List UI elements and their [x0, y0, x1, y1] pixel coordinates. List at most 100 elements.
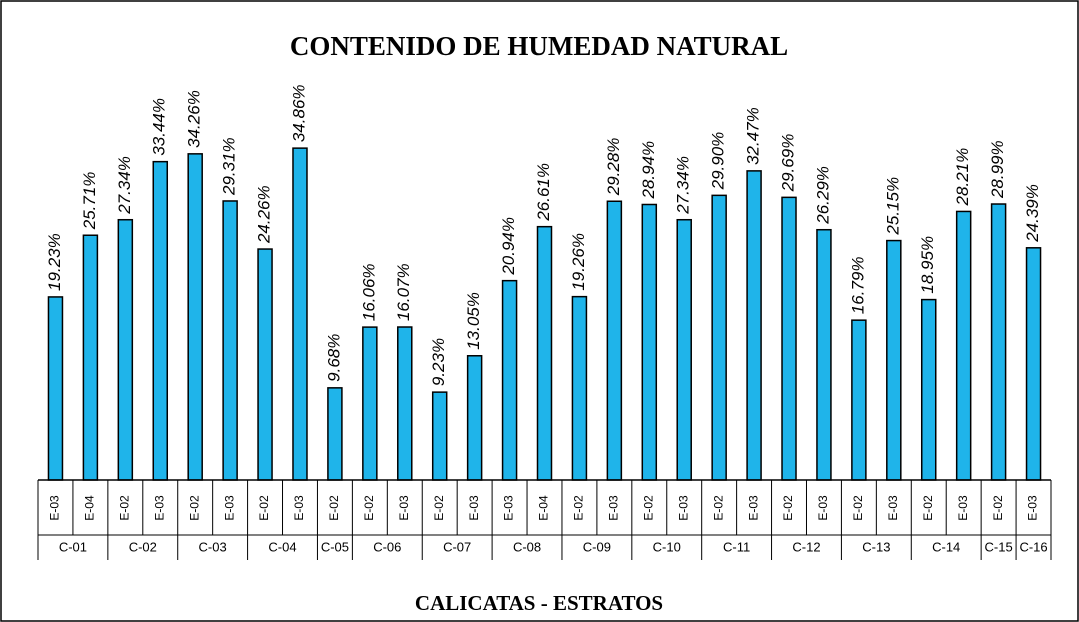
- x-tick-label: E-04: [83, 495, 97, 521]
- x-tick-label: E-03: [397, 495, 411, 521]
- bar: [851, 319, 867, 481]
- x-tick-label: E-03: [607, 495, 621, 521]
- bar: [781, 196, 797, 481]
- value-label: 24.26%: [255, 185, 274, 244]
- x-tick-label: E-02: [711, 495, 725, 521]
- bar: [606, 200, 623, 481]
- value-label: 27.34%: [115, 156, 134, 215]
- value-label: 9.23%: [429, 338, 448, 386]
- value-label: 28.99%: [988, 140, 1007, 199]
- bar: [257, 248, 273, 481]
- group-label: C-16: [1019, 539, 1047, 554]
- x-tick-label: E-03: [467, 495, 481, 521]
- x-tick-label: E-03: [48, 495, 62, 521]
- bar: [571, 295, 588, 481]
- value-label: 26.61%: [534, 163, 553, 222]
- bar: [431, 391, 448, 481]
- x-tick-label: E-02: [187, 495, 201, 521]
- value-label: 34.86%: [289, 84, 308, 142]
- bar: [292, 147, 308, 481]
- value-label: 16.79%: [848, 256, 867, 314]
- bar: [362, 326, 378, 481]
- value-label: 9.68%: [324, 334, 343, 382]
- x-tick-label: E-04: [537, 495, 551, 521]
- value-label: 25.15%: [883, 177, 902, 236]
- bar: [1025, 247, 1042, 481]
- x-tick-label: E-03: [886, 495, 900, 521]
- x-tick-label: E-02: [991, 495, 1005, 521]
- x-axis-title: CALICATAS - ESTRATOS: [415, 591, 663, 615]
- x-tick-label: E-02: [362, 495, 376, 521]
- value-label: 13.05%: [464, 292, 483, 350]
- value-label: 20.94%: [499, 217, 518, 276]
- x-tick-label: E-03: [746, 495, 760, 521]
- group-label: C-07: [443, 539, 471, 554]
- bar: [676, 218, 692, 481]
- x-tick-label: E-03: [676, 495, 690, 521]
- group-label: C-13: [862, 539, 890, 554]
- bar: [746, 170, 762, 481]
- x-tick-label: E-02: [327, 495, 341, 521]
- group-label: C-14: [932, 539, 960, 554]
- value-label: 29.69%: [779, 134, 798, 193]
- bar: [222, 200, 238, 481]
- bar: [641, 203, 658, 481]
- value-label: 24.39%: [1023, 184, 1042, 243]
- group-label: C-08: [513, 539, 541, 554]
- value-label: 29.31%: [220, 137, 239, 196]
- value-label: 19.26%: [569, 233, 588, 291]
- bar: [466, 355, 483, 481]
- value-label: 26.29%: [813, 166, 832, 225]
- bar: [152, 160, 169, 481]
- x-tick-label: E-02: [641, 495, 655, 521]
- group-label: C-04: [268, 539, 296, 554]
- bar: [501, 279, 518, 481]
- group-label: C-02: [129, 539, 157, 554]
- group-label: C-05: [321, 539, 349, 554]
- bar: [886, 239, 902, 481]
- x-tick-label: E-02: [117, 495, 131, 521]
- group-label: C-06: [373, 539, 401, 554]
- chart-title: CONTENIDO DE HUMEDAD NATURAL: [290, 31, 788, 61]
- bar: [920, 298, 937, 481]
- x-tick-label: E-02: [781, 495, 795, 521]
- x-tick-label: E-03: [956, 495, 970, 521]
- value-label: 29.90%: [709, 132, 728, 191]
- group-label: C-12: [792, 539, 820, 554]
- value-label: 27.34%: [674, 156, 693, 215]
- x-tick-label: E-03: [816, 495, 830, 521]
- value-label: 25.71%: [80, 172, 99, 231]
- bar: [536, 225, 553, 481]
- value-label: 18.95%: [918, 236, 937, 294]
- value-label: 19.23%: [45, 233, 64, 291]
- value-label: 32.47%: [744, 107, 763, 165]
- x-tick-label: E-02: [432, 495, 446, 521]
- bar: [955, 210, 972, 481]
- bar: [816, 228, 832, 481]
- x-tick-label: E-03: [152, 495, 166, 521]
- x-tick-label: E-02: [921, 495, 935, 521]
- group-label: C-09: [583, 539, 611, 554]
- value-label: 29.28%: [604, 138, 623, 197]
- x-tick-label: E-02: [851, 495, 865, 521]
- value-label: 34.26%: [185, 90, 204, 148]
- x-tick-label: E-03: [292, 495, 306, 521]
- value-label: 28.94%: [639, 141, 658, 200]
- bar: [82, 234, 99, 481]
- group-label: C-03: [199, 539, 227, 554]
- group-label: C-15: [985, 539, 1013, 554]
- x-tick-label: E-02: [572, 495, 586, 521]
- value-label: 16.07%: [394, 263, 413, 321]
- group-label: C-11: [723, 539, 750, 554]
- bar: [711, 194, 727, 481]
- group-label: C-01: [59, 539, 87, 554]
- bar: [397, 326, 413, 481]
- value-label: 16.06%: [359, 263, 378, 321]
- bar: [990, 203, 1007, 481]
- x-tick-label: E-03: [502, 495, 516, 521]
- group-label: C-10: [653, 539, 681, 554]
- value-label: 33.44%: [150, 98, 169, 156]
- bar: [47, 296, 64, 481]
- x-tick-label: E-03: [1026, 495, 1040, 521]
